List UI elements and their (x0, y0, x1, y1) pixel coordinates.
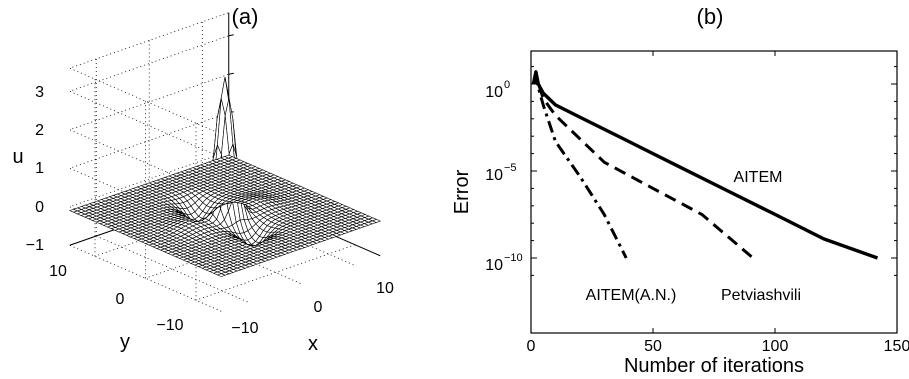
panel-b-title: (b) (697, 4, 724, 29)
y-tick-label: 10 −10 (485, 252, 522, 274)
y-axis-label: Error (451, 169, 473, 214)
panel-a-title: (a) (232, 4, 259, 29)
y-tick-label: 10 0 (485, 79, 510, 101)
surface-cell (371, 219, 382, 223)
y-tick-label: −10 (156, 317, 183, 334)
y-tick-label: 0 (116, 291, 125, 308)
annotation-aitem: AITEM (734, 169, 783, 186)
y-tick-exponent: 0 (504, 79, 510, 91)
y-tick-exponent: −5 (504, 162, 517, 174)
y-axis-label: y (120, 331, 130, 353)
annotation-petviashvili: Petviashvili (721, 287, 801, 304)
x-tick-label: 0 (314, 299, 323, 316)
surface-plot-panel: (a) 3 2 1 0 −1 u 10 0 −10 y −10 0 10 x (12, 4, 394, 355)
z-tick-label: 2 (35, 122, 44, 139)
error-plot-panel: (b) 0 50 100 150 10 0 10 −5 10 −10 Numbe… (451, 4, 909, 377)
series-line-aitem (531, 70, 879, 260)
surface-mesh (68, 77, 382, 277)
z-tick-label: 1 (35, 160, 44, 177)
y-tick-label: 10 −5 (485, 162, 516, 184)
x-axis-label: x (308, 333, 318, 355)
z-tick-mark (228, 34, 234, 37)
plot-frame (530, 50, 898, 334)
x-axis-label: Number of iterations (624, 355, 804, 377)
z-tick-label: 3 (35, 84, 44, 101)
z-tick-label: −1 (26, 237, 44, 254)
y-tick-exponent: −10 (504, 252, 523, 264)
grid-line (195, 244, 356, 301)
y-tick-label: 10 (49, 263, 67, 280)
z-tick-label: 0 (35, 199, 44, 216)
annotation-aitem-an: AITEM(A.N.) (586, 287, 677, 304)
series-line-petviashvili (531, 74, 754, 260)
series-line-aitem-a-n (532, 77, 628, 259)
x-tick-label: 100 (762, 338, 789, 355)
x-tick-label: −10 (231, 320, 258, 337)
z-axis-label: u (12, 146, 23, 168)
x-tick-label: 50 (644, 338, 662, 355)
y-tick-base: 10 (485, 257, 503, 274)
y-tick-base: 10 (485, 84, 503, 101)
x-tick-label: 0 (527, 338, 536, 355)
y-tick-base: 10 (485, 167, 503, 184)
series-lines (531, 70, 879, 260)
x-tick-label: 150 (884, 338, 909, 355)
x-tick-label: 10 (376, 280, 394, 297)
z-tick-mark (228, 72, 234, 75)
tick-marks (530, 51, 898, 333)
